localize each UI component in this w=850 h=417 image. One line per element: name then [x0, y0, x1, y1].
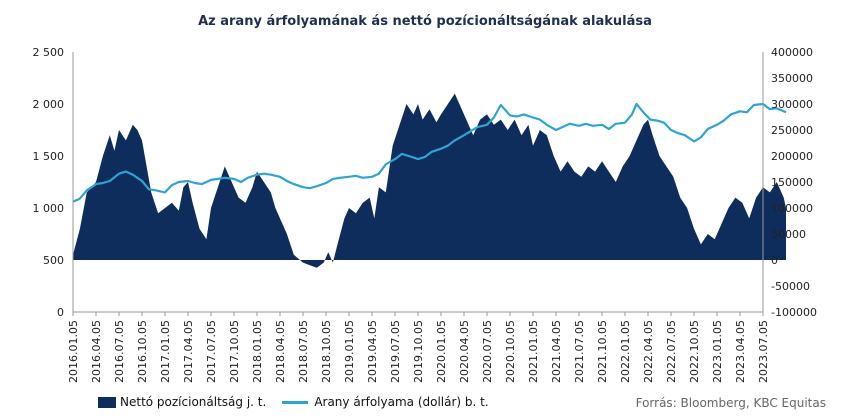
y-right-tick-label: 0 [771, 254, 778, 267]
y-right-tick-label: 100000 [771, 202, 813, 215]
legend-label-gold-price: Arany árfolyama (dollár) b. t. [314, 395, 489, 409]
x-tick-label: 2019.04.05 [366, 320, 379, 383]
y-right-tick-label: 250000 [771, 124, 813, 137]
legend-swatch-gold-price [282, 400, 309, 404]
x-tick-label: 2022.04.05 [642, 320, 655, 383]
y-left-tick-label: 2 500 [33, 46, 65, 59]
x-tick-label: 2023.07.05 [757, 320, 770, 383]
x-tick-label: 2021.07.05 [573, 320, 586, 383]
y-right-tick-label: 50000 [771, 228, 806, 241]
y-right-tick-label: -100000 [771, 306, 817, 319]
x-tick-label: 2021.01.05 [527, 320, 540, 383]
source-note: Forrás: Bloomberg, KBC Equitas [635, 396, 826, 410]
legend-label-position: Nettó pozícionáltság j. t. [120, 395, 267, 409]
x-tick-label: 2023.04.05 [734, 320, 747, 383]
y-right-tick-label: 200000 [771, 150, 813, 163]
x-tick-label: 2022.10.05 [688, 320, 701, 383]
y-right-tick-label: 300000 [771, 98, 813, 111]
x-tick-label: 2020.07.05 [481, 320, 494, 383]
x-tick-label: 2020.01.05 [435, 320, 448, 383]
y-left-tick-label: 1 500 [33, 150, 65, 163]
x-tick-label: 2018.10.05 [320, 320, 333, 383]
x-tick-label: 2019.07.05 [389, 320, 402, 383]
series-gold-price-line [72, 102, 787, 203]
legend: Nettó pozícionáltság j. t. Arany árfolya… [98, 395, 489, 409]
x-tick-label: 2022.01.05 [619, 320, 632, 383]
series-net-position-area [73, 93, 786, 268]
legend-swatch-position [98, 396, 116, 408]
x-tick-label: 2017.01.05 [159, 320, 172, 383]
x-tick-label: 2020.04.05 [458, 320, 471, 383]
y-left-tick-label: 1 000 [33, 202, 65, 215]
y-left-tick-label: 500 [43, 254, 64, 267]
x-tick-label: 2016.10.05 [136, 320, 149, 383]
x-tick-label: 2020.10.05 [504, 320, 517, 383]
x-tick-label: 2021.04.05 [550, 320, 563, 383]
x-tick-label: 2022.07.05 [665, 320, 678, 383]
y-right-tick-label: 350000 [771, 72, 813, 85]
x-tick-label: 2018.01.05 [251, 320, 264, 383]
y-right-tick-label: 400000 [771, 46, 813, 59]
y-left-tick-label: 0 [57, 306, 64, 319]
x-tick-label: 2017.04.05 [182, 320, 195, 383]
y-right-tick-label: 150000 [771, 176, 813, 189]
x-tick-label: 2023.01.05 [711, 320, 724, 383]
x-tick-label: 2016.04.05 [90, 320, 103, 383]
x-tick-label: 2017.10.05 [228, 320, 241, 383]
y-left-tick-label: 2 000 [33, 98, 65, 111]
chart-title: Az arany árfolyamának ás nettó pozícioná… [198, 14, 652, 29]
x-tick-label: 2016.07.05 [113, 320, 126, 383]
x-tick-label: 2018.04.05 [274, 320, 287, 383]
x-tick-label: 2019.01.05 [343, 320, 356, 383]
x-tick-label: 2018.07.05 [297, 320, 310, 383]
y-right-tick-label: -50000 [771, 280, 810, 293]
x-tick-label: 2019.10.05 [412, 320, 425, 383]
x-tick-label: 2021.10.05 [596, 320, 609, 383]
x-tick-label: 2017.07.05 [205, 320, 218, 383]
x-tick-label: 2016.01.05 [67, 320, 80, 383]
